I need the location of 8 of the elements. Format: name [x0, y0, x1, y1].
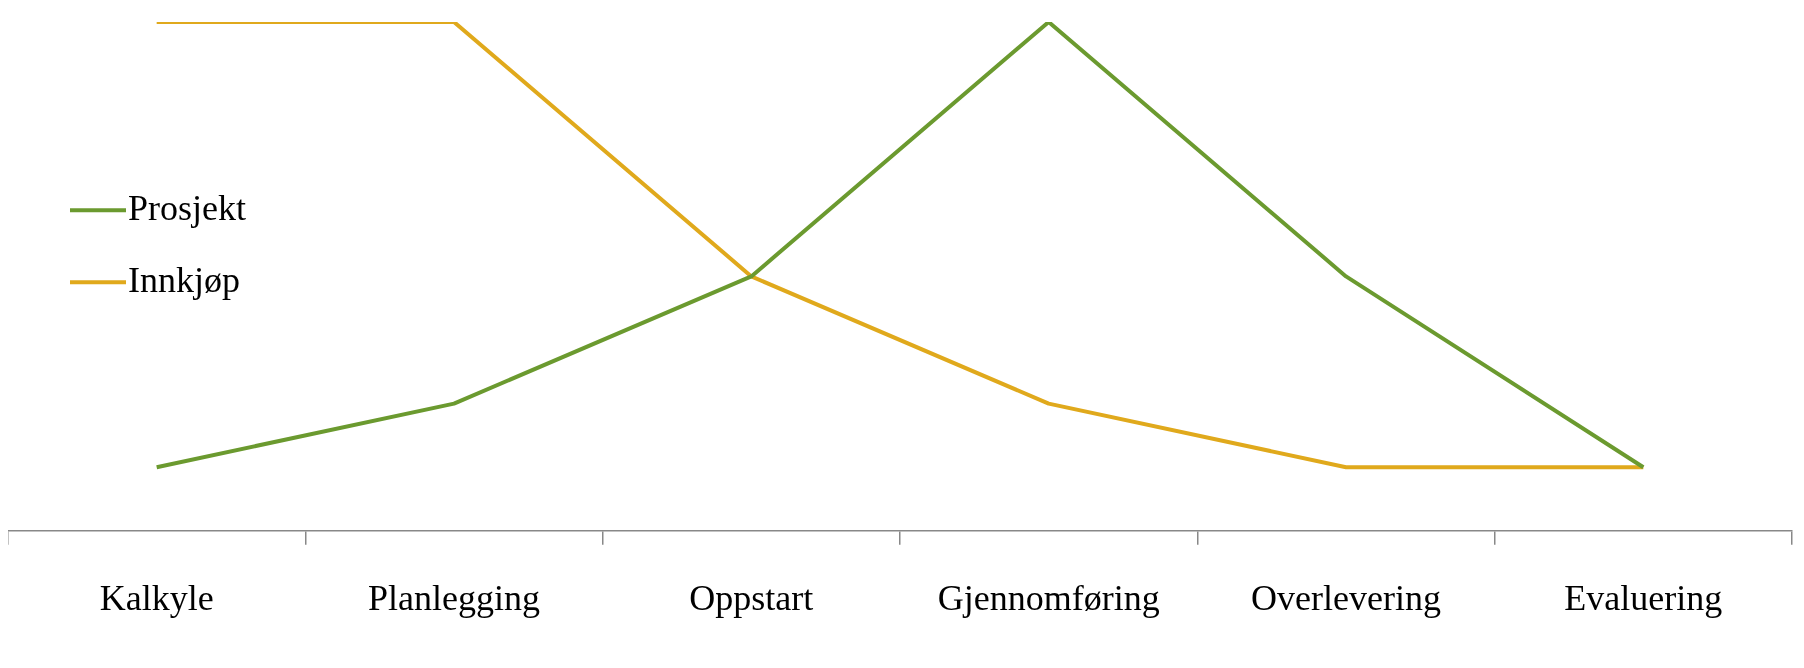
x-tick-label: Evaluering	[1564, 577, 1723, 618]
legend-label: Prosjekt	[128, 187, 247, 228]
x-tick-label: Oppstart	[689, 577, 814, 618]
x-tick-label: Overlevering	[1251, 577, 1441, 618]
legend-label: Innkjøp	[128, 259, 240, 300]
x-tick-label: Kalkyle	[99, 577, 214, 618]
x-tick-label: Gjennomføring	[937, 577, 1160, 618]
x-tick-label: Planlegging	[368, 577, 540, 618]
